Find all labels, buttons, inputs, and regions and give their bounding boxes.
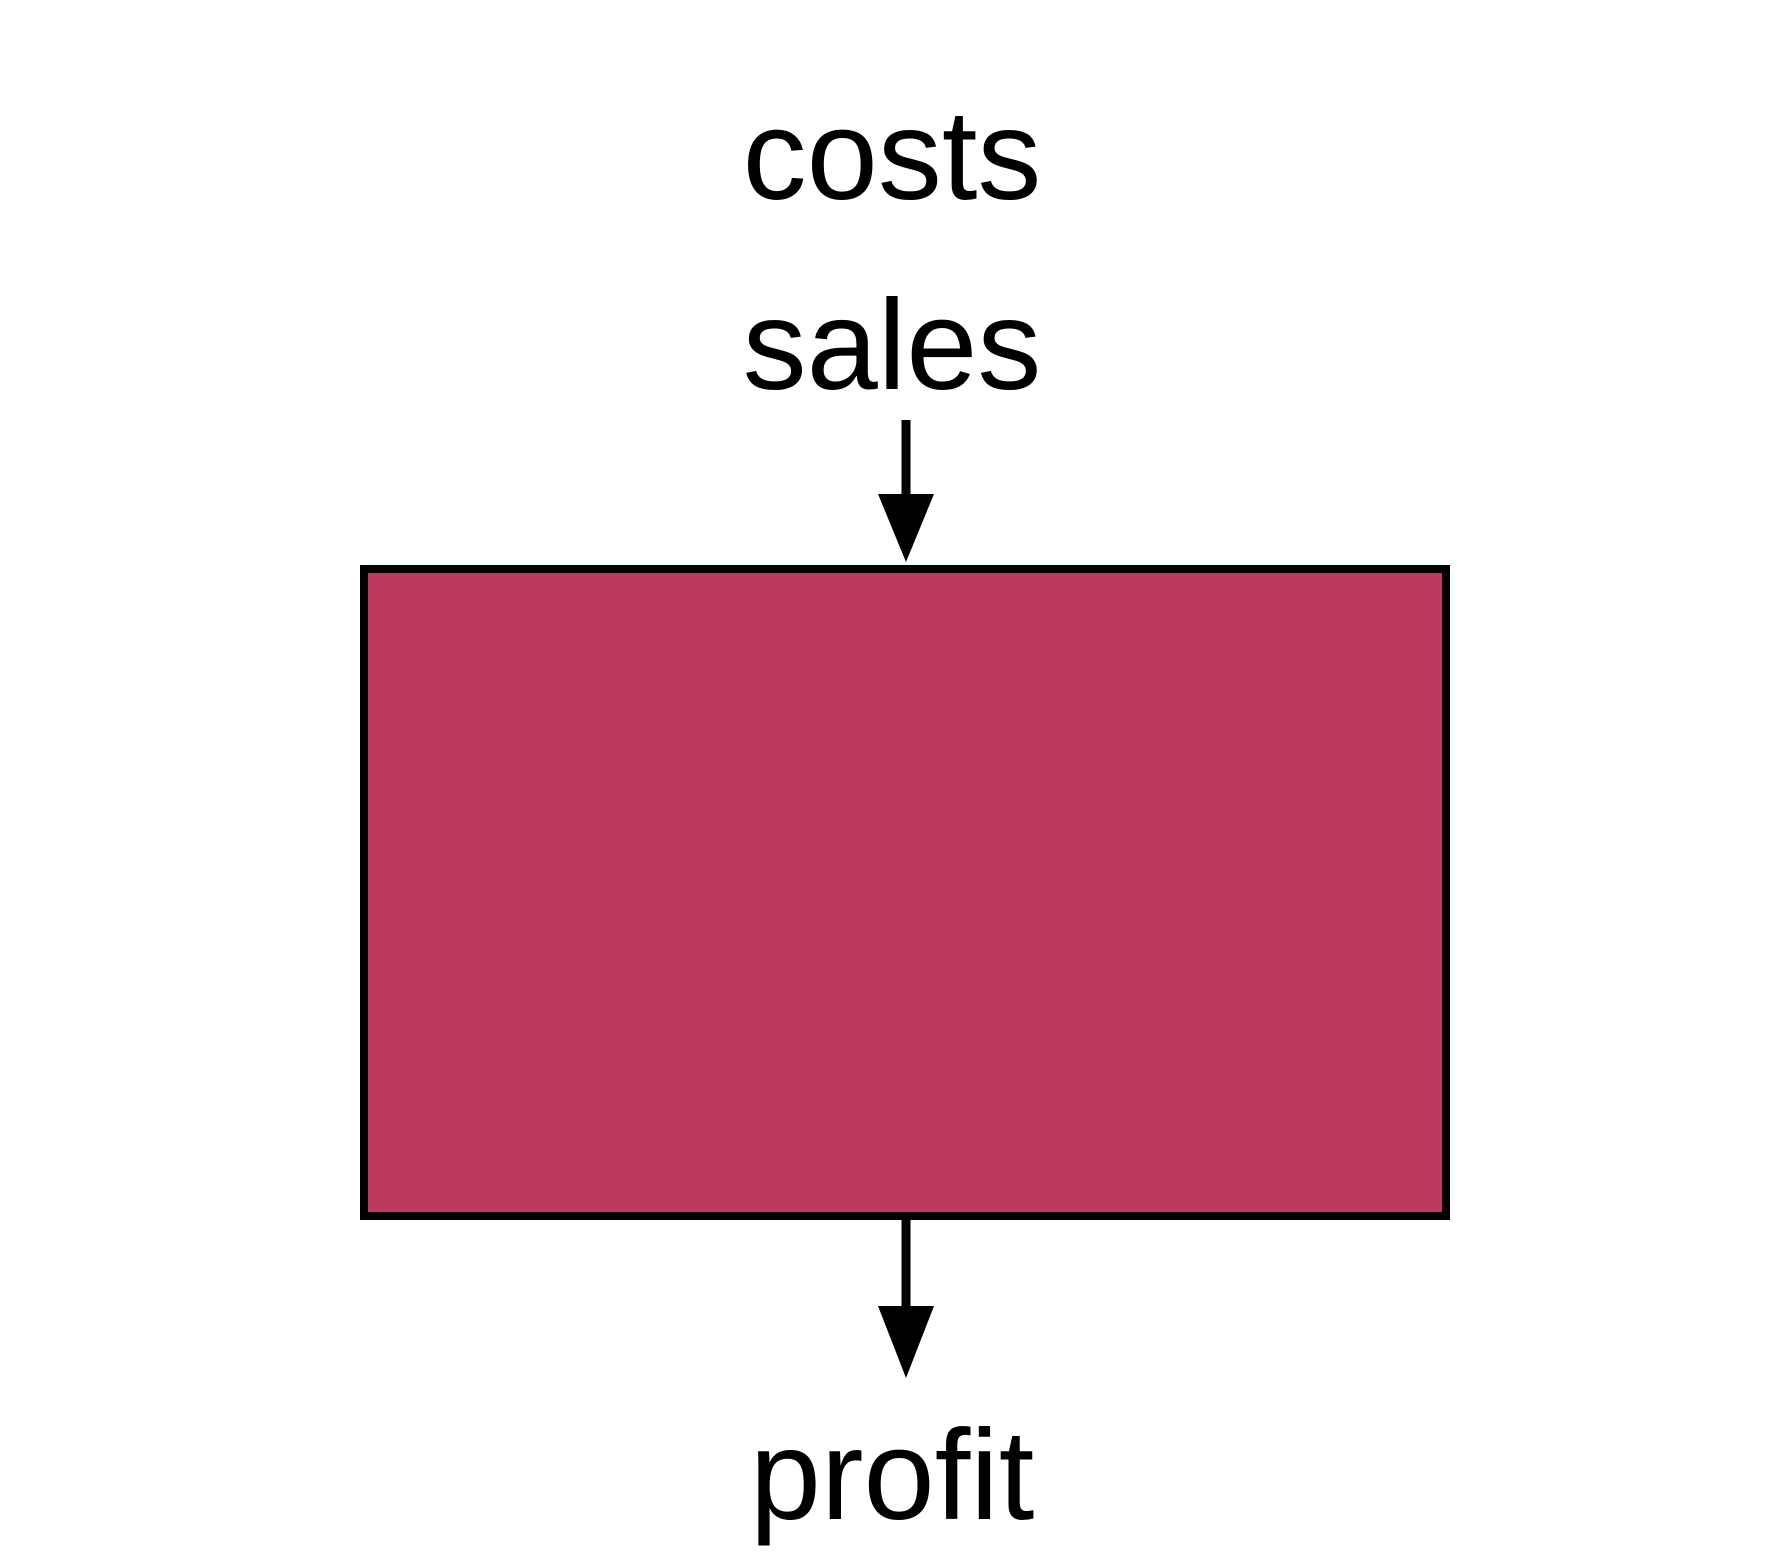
input-label-sales: sales bbox=[742, 274, 1042, 417]
process-box bbox=[360, 565, 1450, 1220]
output-arrow bbox=[878, 1220, 934, 1378]
input-label-costs: costs bbox=[742, 84, 1042, 227]
input-arrow bbox=[878, 420, 934, 562]
output-label-profit: profit bbox=[749, 1404, 1035, 1547]
